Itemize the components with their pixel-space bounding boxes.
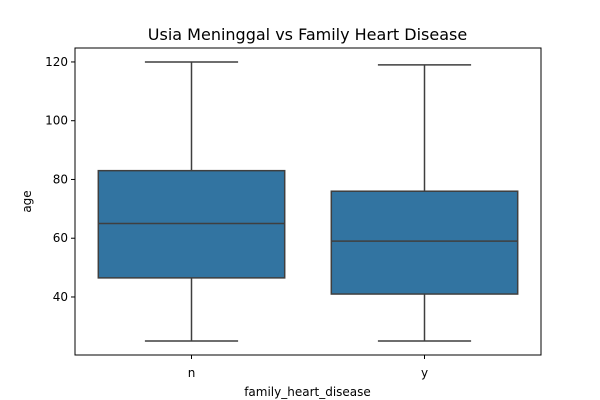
y-axis-label: age [20,190,34,212]
box-group-y [330,64,519,342]
y-tick-label: 60 [53,231,68,245]
y-tick-label: 80 [53,172,68,186]
x-axis-label: family_heart_disease [244,385,371,399]
plot-frame [74,47,542,356]
chart-title: Usia Meninggal vs Family Heart Disease [148,25,467,44]
y-tick-label: 100 [45,114,68,128]
y-tick-label: 120 [45,55,68,69]
y-axis: 40 60 80 100 120 [45,55,75,304]
y-tick-label: 40 [53,290,68,304]
box-group-n [97,61,286,342]
plot-area [97,61,519,342]
x-tick-label: y [421,366,428,380]
box-iqr [330,190,519,295]
x-tick-label: n [188,366,196,380]
